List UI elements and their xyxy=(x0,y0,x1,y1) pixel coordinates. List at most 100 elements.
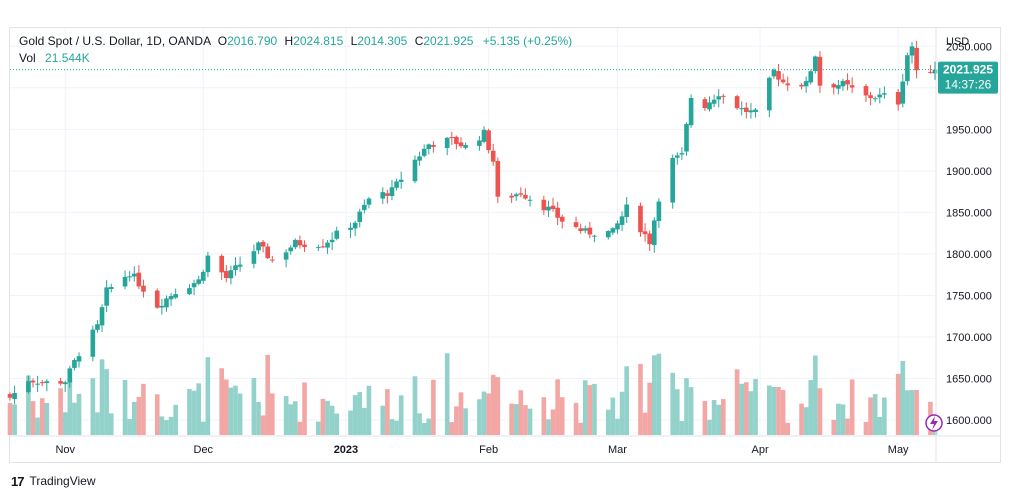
candle-body xyxy=(909,46,915,56)
candle-body xyxy=(449,137,455,139)
volume-bar xyxy=(95,412,100,435)
candle-body xyxy=(767,77,772,111)
volume-bar xyxy=(868,397,873,435)
volume-bar xyxy=(619,391,625,435)
candle-body xyxy=(265,246,271,259)
close-value: 2021.925 xyxy=(423,34,474,48)
candle-body xyxy=(72,360,77,368)
volume-bar xyxy=(72,402,77,435)
candle-body xyxy=(490,150,496,162)
chart-markers xyxy=(925,414,943,432)
volume-bar xyxy=(642,412,648,435)
candle-body xyxy=(619,216,625,225)
candle-body xyxy=(35,383,40,385)
volume-bar xyxy=(191,390,197,435)
candle-body xyxy=(477,140,482,146)
candle-body xyxy=(605,231,611,238)
last-price-badge xyxy=(938,61,998,94)
candle-body xyxy=(44,381,50,384)
price-axis-tick-label: 1600.000 xyxy=(946,415,992,427)
volume-bar xyxy=(30,401,36,435)
candle-body xyxy=(527,199,533,201)
candle-body xyxy=(293,239,298,248)
candle-body xyxy=(205,255,211,273)
volume-bar xyxy=(99,359,105,435)
candle-body xyxy=(882,93,887,95)
volume-bar xyxy=(578,422,583,435)
volume-bar xyxy=(813,355,818,435)
volume-bar xyxy=(785,422,791,435)
candle-body xyxy=(518,193,524,195)
volume-bar xyxy=(444,353,450,435)
volume-bar xyxy=(840,404,846,435)
volume-bar xyxy=(62,412,68,435)
price-axis-tick-label: 1950.000 xyxy=(946,124,992,136)
volume-bar xyxy=(141,383,146,435)
volume-bar xyxy=(104,369,109,435)
candle-body xyxy=(905,55,910,82)
candle-body xyxy=(302,244,307,248)
volume-legend[interactable]: Vol 21.544K xyxy=(19,51,90,65)
candle-body xyxy=(582,228,588,231)
candle-body xyxy=(836,85,841,89)
candle-body xyxy=(187,288,192,295)
candle-body xyxy=(168,296,174,300)
volume-bar xyxy=(559,397,565,435)
candle-body xyxy=(803,81,809,87)
volume-bar xyxy=(523,405,528,435)
volume-bar xyxy=(463,408,468,435)
volume-bar xyxy=(288,404,294,435)
volume-bar xyxy=(67,379,73,435)
volume-bar xyxy=(555,379,560,435)
candle-body xyxy=(30,380,36,383)
volume-bar xyxy=(799,403,804,435)
candle-body xyxy=(159,305,165,308)
candle-body xyxy=(251,251,257,264)
candle-body xyxy=(808,71,814,83)
candle-body xyxy=(256,242,261,251)
chart-container[interactable] xyxy=(9,27,1001,463)
volume-bar xyxy=(357,392,363,435)
volume-bar xyxy=(495,377,501,435)
volume-bar xyxy=(905,390,910,435)
high-value: 2024.815 xyxy=(293,34,344,48)
volume-bar xyxy=(490,374,496,435)
candle-body xyxy=(283,252,289,260)
volume-bar xyxy=(283,396,289,435)
volume-bar xyxy=(780,390,786,435)
price-axis-tick-label: 1850.000 xyxy=(946,207,992,219)
volume-bar xyxy=(136,396,142,435)
candle-body xyxy=(12,393,17,400)
volume-bar xyxy=(895,373,901,435)
candle-body xyxy=(26,381,31,393)
open-value: 2016.790 xyxy=(227,34,278,48)
volume-bar xyxy=(909,389,915,435)
candle-body xyxy=(688,97,694,126)
candle-body xyxy=(196,279,201,284)
volume-bar xyxy=(108,413,114,435)
symbol-legend[interactable]: Gold Spot / U.S. Dollar, 1D, OANDA O2016… xyxy=(19,34,572,48)
axes: USD 1600.000 1650.000 1700.000 1750.000 1800.… xyxy=(10,28,1000,462)
volume-bar xyxy=(223,379,229,435)
tradingview-brand[interactable]: TradingView xyxy=(29,474,96,488)
candle-body xyxy=(463,145,468,148)
volume-bar xyxy=(477,399,482,435)
candle-body xyxy=(638,205,643,233)
candle-body xyxy=(753,109,758,112)
candle-body xyxy=(458,142,464,147)
tradingview-footer[interactable]: 17 TradingView xyxy=(11,472,96,490)
time-axis-tick-label: Dec xyxy=(194,444,214,456)
candle-body xyxy=(509,195,514,198)
tradingview-logo-icon: 17 xyxy=(11,473,25,489)
volume-bar xyxy=(380,405,386,435)
candle-body xyxy=(270,259,275,261)
candle-body xyxy=(900,81,906,104)
volume-bar xyxy=(582,380,588,435)
close-label: C xyxy=(414,34,424,48)
candle-body xyxy=(223,271,229,279)
candle-body xyxy=(587,227,593,235)
price-axis-tick-label: 1900.000 xyxy=(946,166,992,178)
symbol-title[interactable]: Gold Spot / U.S. Dollar, 1D, OANDA xyxy=(19,34,211,48)
candle-body xyxy=(734,96,740,109)
